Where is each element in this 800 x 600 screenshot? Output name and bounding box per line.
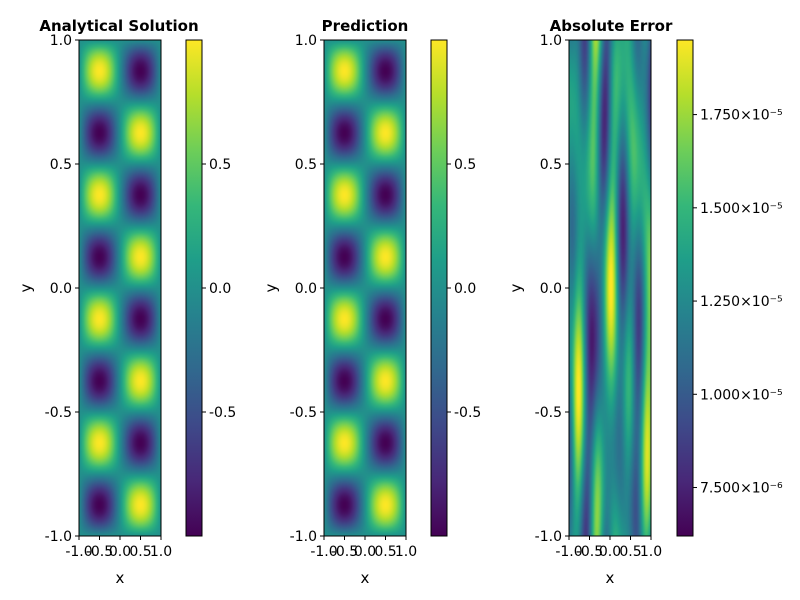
y-tick-label: 1.0: [295, 33, 317, 49]
x-tick-label: -1.0: [310, 544, 337, 560]
x-tick-label: -1.0: [555, 544, 582, 560]
colorbar-tick-label: 1.000×10⁻⁵: [700, 387, 783, 403]
colorbar: [676, 39, 694, 537]
y-tick-label: 0.5: [50, 157, 72, 173]
plot-title: Prediction: [322, 17, 409, 35]
colorbar-tick-label: 7.500×10⁻⁶: [700, 481, 783, 497]
y-axis-label: y: [17, 283, 35, 292]
x-tick-label: 1.0: [395, 544, 417, 560]
x-axis-label: x: [116, 569, 125, 587]
x-tick-label: -0.5: [576, 544, 603, 560]
x-tick-label: 1.0: [150, 544, 172, 560]
heatmap-image: [79, 40, 161, 536]
y-tick-label: -0.5: [290, 405, 317, 421]
y-tick-label: 1.0: [50, 33, 72, 49]
y-tick-label: 1.0: [540, 33, 562, 49]
heatmap-image: [569, 40, 651, 536]
x-tick-label: 1.0: [640, 544, 662, 560]
colorbar-tick-label: 0.5: [209, 157, 231, 173]
heatmap-image: [324, 40, 406, 536]
heatmap-panel: Absolute Error-1.0-0.50.00.51.0-1.0-0.50…: [507, 17, 783, 587]
y-tick-label: 0.5: [295, 157, 317, 173]
x-tick-label: 0.5: [619, 544, 641, 560]
colorbar-tick-label: 1.750×10⁻⁵: [700, 108, 783, 124]
colorbar-tick-label: -0.5: [454, 405, 481, 421]
colorbar-tick-label: 0.0: [209, 281, 231, 297]
y-tick-label: -1.0: [290, 529, 317, 545]
plot-title: Absolute Error: [550, 17, 673, 35]
y-axis-label: y: [507, 283, 525, 292]
y-tick-label: -0.5: [535, 405, 562, 421]
y-tick-label: -0.5: [45, 405, 72, 421]
x-tick-label: 0.5: [129, 544, 151, 560]
colorbar-tick-label: 1.250×10⁻⁵: [700, 294, 783, 310]
y-tick-label: 0.5: [540, 157, 562, 173]
x-axis-label: x: [361, 569, 370, 587]
x-tick-label: 0.5: [374, 544, 396, 560]
x-axis-label: x: [606, 569, 615, 587]
plot-title: Analytical Solution: [39, 17, 198, 35]
y-tick-label: 0.0: [540, 281, 562, 297]
x-tick-label: -0.5: [331, 544, 358, 560]
colorbar: [185, 39, 203, 537]
heatmap-panel: Prediction-1.0-0.50.00.51.0-1.0-0.50.00.…: [262, 17, 481, 587]
x-tick-label: -1.0: [65, 544, 92, 560]
x-tick-label: 0.0: [109, 544, 131, 560]
colorbar: [430, 39, 448, 537]
x-tick-label: 0.0: [599, 544, 621, 560]
y-tick-label: -1.0: [45, 529, 72, 545]
colorbar-tick-label: -0.5: [209, 405, 236, 421]
y-axis-label: y: [262, 283, 280, 292]
colorbar-tick-label: 1.500×10⁻⁵: [700, 201, 783, 217]
y-tick-label: 0.0: [50, 281, 72, 297]
x-tick-label: -0.5: [86, 544, 113, 560]
y-tick-label: -1.0: [535, 529, 562, 545]
y-tick-label: 0.0: [295, 281, 317, 297]
x-tick-label: 0.0: [354, 544, 376, 560]
colorbar-tick-label: 0.5: [454, 157, 476, 173]
heatmap-panel: Analytical Solution-1.0-0.50.00.51.0-1.0…: [17, 17, 236, 587]
colorbar-tick-label: 0.0: [454, 281, 476, 297]
